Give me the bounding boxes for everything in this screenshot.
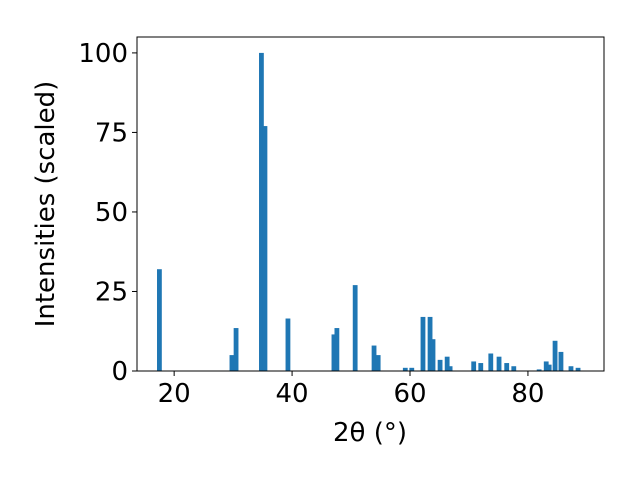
x-tick-label: 20 bbox=[158, 379, 191, 409]
y-tick-label: 25 bbox=[95, 277, 128, 307]
bar bbox=[402, 367, 408, 371]
bar bbox=[504, 363, 510, 371]
bar bbox=[471, 361, 477, 371]
bar bbox=[536, 369, 542, 371]
x-tick-label: 60 bbox=[393, 379, 426, 409]
bar bbox=[478, 363, 484, 371]
bar bbox=[352, 285, 358, 371]
bar bbox=[444, 356, 450, 371]
bar bbox=[447, 366, 453, 371]
bar bbox=[568, 366, 574, 371]
bar bbox=[543, 361, 549, 371]
bar bbox=[262, 126, 268, 371]
bar bbox=[233, 328, 239, 371]
y-tick-label: 100 bbox=[78, 39, 128, 69]
bar bbox=[575, 367, 581, 371]
bar bbox=[427, 316, 433, 371]
bar bbox=[496, 356, 502, 371]
plot-frame bbox=[136, 36, 605, 372]
bar bbox=[157, 269, 162, 371]
bar bbox=[437, 359, 443, 371]
x-tick-label: 80 bbox=[511, 379, 544, 409]
bar bbox=[285, 318, 291, 371]
bar bbox=[546, 364, 552, 371]
bar bbox=[488, 353, 494, 371]
y-axis-label: Intensities (scaled) bbox=[31, 81, 61, 328]
bar bbox=[558, 351, 564, 371]
y-tick-label: 0 bbox=[111, 357, 128, 387]
x-tick-label: 40 bbox=[276, 379, 309, 409]
bar bbox=[229, 355, 235, 371]
y-tick-label: 50 bbox=[95, 198, 128, 228]
bar bbox=[511, 366, 517, 371]
bar bbox=[334, 328, 340, 371]
y-tick-label: 75 bbox=[95, 118, 128, 148]
bar bbox=[375, 355, 381, 371]
bar bbox=[420, 316, 426, 371]
bar bbox=[331, 334, 337, 371]
x-axis-label: 2θ (°) bbox=[333, 418, 407, 448]
bar bbox=[430, 339, 436, 371]
bar bbox=[552, 340, 558, 371]
bar bbox=[409, 367, 415, 371]
bar bbox=[371, 345, 377, 371]
bar bbox=[259, 52, 264, 372]
